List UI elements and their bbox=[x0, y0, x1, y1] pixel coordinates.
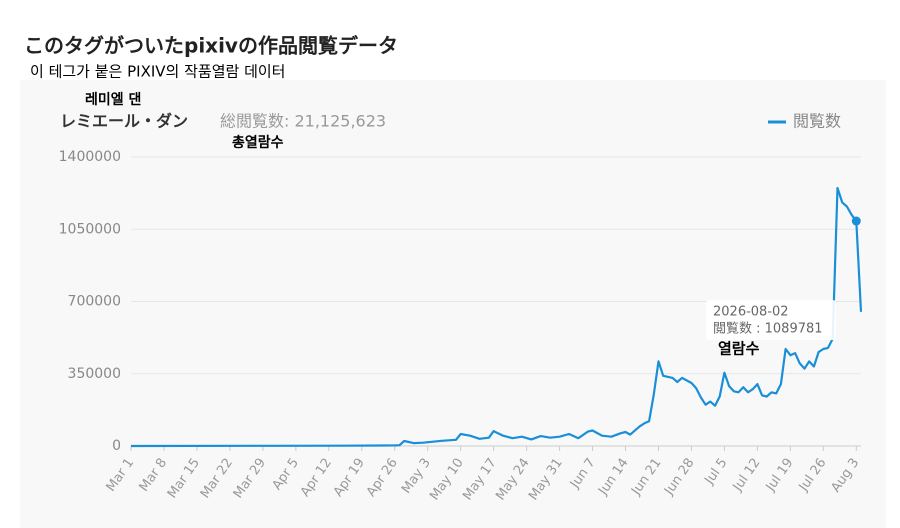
tooltip-note: 열람수 bbox=[718, 340, 760, 358]
page-title-note: 이 테그가 붙은 PIXIV의 작품열람 데이터 bbox=[30, 63, 285, 81]
tag-name: レミエール・ダン bbox=[60, 112, 188, 131]
y-tick-label: 1050000 bbox=[59, 221, 121, 237]
tooltip-value: 閲覧数 : 1089781 bbox=[713, 321, 823, 337]
y-tick-label: 700000 bbox=[68, 294, 121, 310]
page-title: このタグがついたpixivの作品閲覧データ bbox=[24, 34, 398, 58]
y-tick-label: 350000 bbox=[68, 366, 121, 382]
tooltip-date: 2026-08-02 bbox=[713, 305, 789, 320]
series-line bbox=[130, 186, 863, 448]
total-views: 総閲覧数: 21,125,623 bbox=[220, 112, 386, 131]
legend-label: 閲覧数 bbox=[793, 112, 841, 131]
tooltip-box bbox=[706, 300, 836, 340]
y-tick-label: 0 bbox=[112, 438, 121, 454]
highlight-point bbox=[851, 216, 861, 226]
total-views-note: 총열람수 bbox=[232, 134, 284, 151]
tag-note: 레미엘 댄 bbox=[85, 92, 142, 108]
y-tick-label: 1400000 bbox=[59, 149, 121, 165]
